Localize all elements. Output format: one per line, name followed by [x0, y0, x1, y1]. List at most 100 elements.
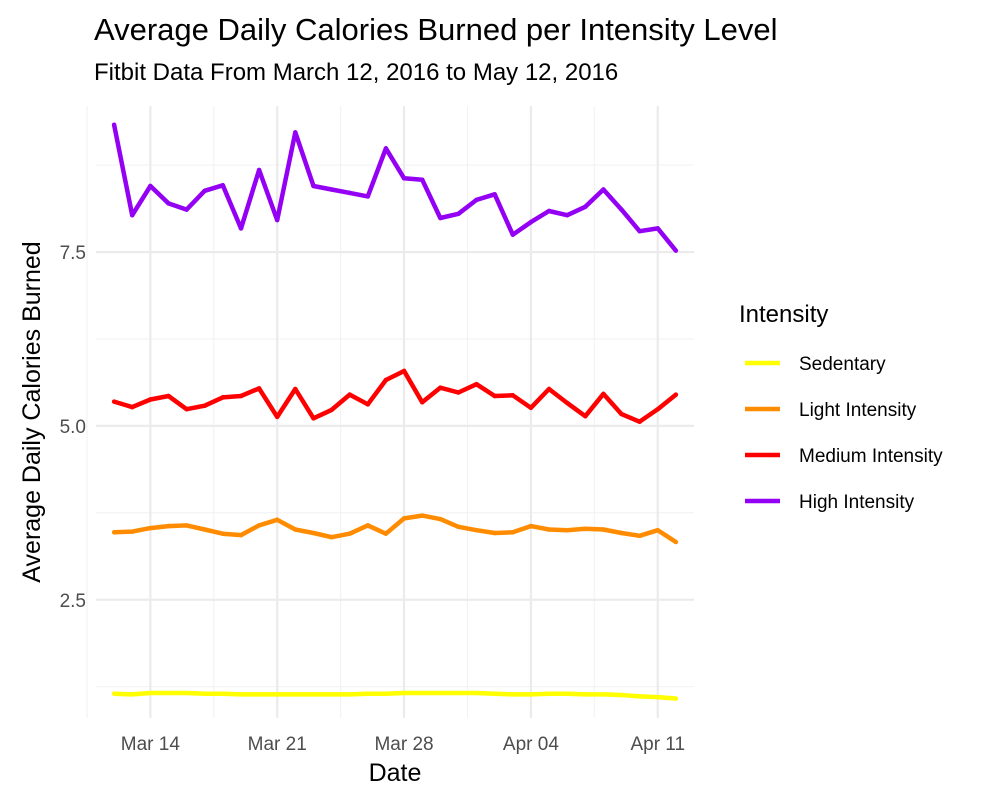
data-point — [238, 393, 244, 399]
x-axis-ticks: Mar 14 Mar 21 Mar 28 Apr 04 Apr 11 — [121, 734, 685, 755]
data-point — [129, 692, 135, 697]
data-point — [256, 167, 262, 173]
data-point — [419, 690, 425, 696]
data-point — [564, 212, 570, 218]
data-point — [419, 177, 425, 182]
data-point — [148, 397, 153, 402]
data-point — [274, 414, 280, 420]
data-point — [129, 529, 135, 534]
data-point — [274, 217, 280, 223]
data-point — [184, 523, 189, 528]
data-point — [256, 523, 262, 528]
series-line-medium-intensity — [113, 368, 678, 424]
data-point — [238, 226, 244, 231]
data-point — [528, 692, 534, 697]
data-point — [311, 692, 316, 697]
data-point — [329, 534, 334, 540]
data-point — [293, 527, 298, 532]
series-line-light-intensity — [114, 513, 678, 544]
data-point — [619, 207, 624, 212]
data-point — [438, 215, 443, 221]
data-point — [546, 386, 552, 392]
legend-items: Sedentary Light Intensity Medium Intensity… — [745, 354, 943, 513]
data-point — [184, 690, 189, 696]
data-point — [166, 523, 171, 529]
data-point — [274, 692, 280, 697]
data-point — [510, 232, 516, 237]
data-point — [510, 393, 516, 398]
data-point — [492, 192, 497, 197]
data-point — [601, 187, 606, 192]
data-point — [166, 201, 171, 206]
data-point — [673, 539, 679, 545]
data-point — [383, 146, 389, 151]
x-axis-title: Date — [369, 759, 422, 787]
data-point — [148, 183, 153, 189]
y-tick-label: 2.5 — [60, 591, 86, 612]
data-point — [383, 691, 389, 696]
legend-title: Intensity — [739, 301, 828, 328]
data-point — [619, 692, 624, 698]
data-point — [492, 691, 497, 696]
x-tick-label: Mar 14 — [121, 734, 181, 755]
y-tick-label: 5.0 — [60, 417, 86, 438]
data-point — [419, 513, 425, 518]
series-lines — [111, 122, 679, 701]
legend-label: Medium Intensity — [799, 446, 943, 467]
data-point — [111, 399, 117, 404]
data-point — [583, 526, 588, 532]
data-point — [456, 690, 461, 696]
data-point — [528, 523, 534, 529]
data-point — [111, 691, 117, 696]
data-point — [619, 411, 624, 417]
data-point — [329, 187, 334, 192]
data-point — [148, 690, 153, 696]
data-point — [347, 692, 352, 697]
gridlines — [86, 106, 694, 718]
x-tick-label: Apr 04 — [503, 734, 559, 755]
data-point — [220, 531, 226, 536]
data-point — [673, 392, 679, 397]
data-point — [347, 392, 352, 397]
data-point — [220, 691, 226, 696]
data-point — [401, 176, 407, 181]
legend-label: Sedentary — [799, 354, 886, 375]
data-point — [347, 531, 352, 536]
data-point — [111, 122, 117, 128]
data-point — [474, 381, 479, 387]
data-point — [111, 530, 117, 535]
data-point — [383, 531, 389, 536]
data-point — [637, 419, 642, 424]
y-axis-title: Average Daily Calories Burned — [18, 241, 46, 582]
data-point — [274, 517, 280, 523]
data-point — [528, 405, 534, 411]
data-point — [329, 692, 334, 697]
chart-subtitle: Fitbit Data From March 12, 2016 to May 1… — [94, 59, 619, 86]
data-point — [673, 696, 679, 701]
data-point — [401, 690, 407, 696]
data-point — [564, 400, 570, 406]
data-point — [256, 386, 262, 391]
data-point — [438, 690, 443, 696]
x-tick-label: Apr 11 — [630, 734, 685, 755]
data-point — [383, 377, 389, 383]
data-point — [148, 525, 153, 531]
data-point — [238, 532, 244, 538]
data-point — [474, 690, 479, 696]
data-point — [184, 207, 189, 212]
y-axis-ticks: 2.5 5.0 7.5 — [60, 243, 86, 612]
x-tick-label: Mar 28 — [374, 734, 433, 755]
data-point — [474, 527, 479, 533]
data-point — [637, 228, 642, 234]
data-point — [129, 404, 135, 410]
data-point — [401, 516, 407, 521]
data-point — [129, 212, 135, 218]
data-point — [583, 204, 588, 210]
series-line-high-intensity — [111, 124, 678, 253]
data-point — [256, 692, 262, 697]
data-point — [492, 530, 497, 536]
data-point — [365, 691, 371, 696]
data-point — [637, 694, 642, 699]
data-point — [456, 390, 461, 395]
